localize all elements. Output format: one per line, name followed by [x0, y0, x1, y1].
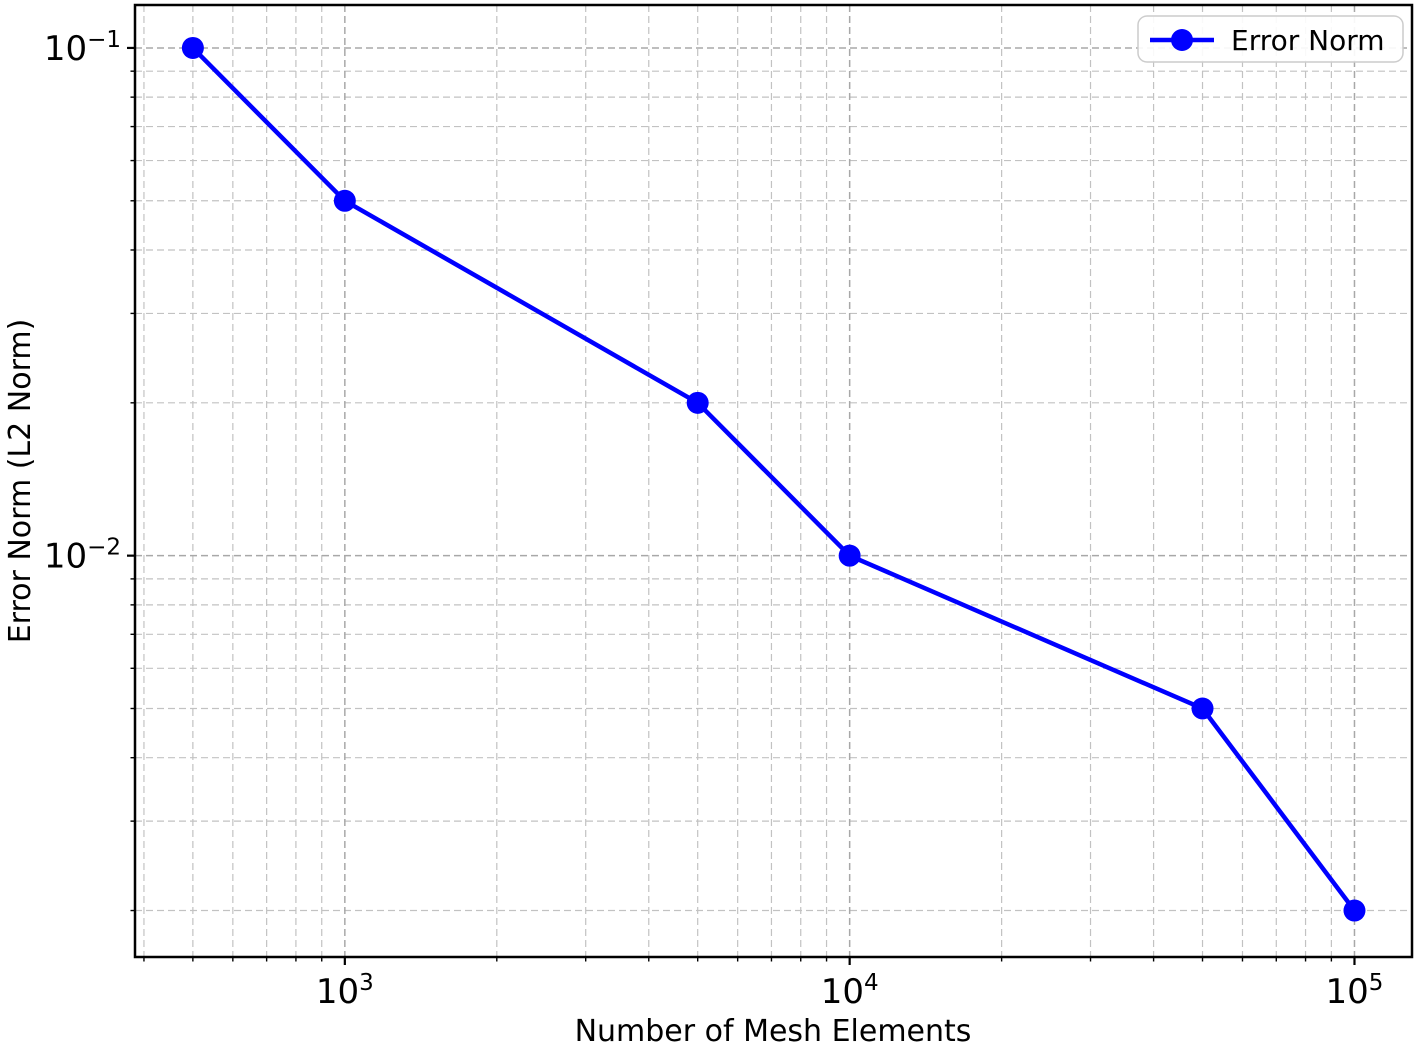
data-point: [686, 391, 709, 414]
data-line: [190, 45, 1357, 913]
data-point: [1191, 697, 1214, 720]
grid-minor: [135, 5, 1412, 957]
plot-frame: [133, 3, 1414, 959]
data-point: [333, 189, 356, 212]
legend: Error Norm: [1137, 15, 1404, 63]
x-axis-label: Number of Mesh Elements: [575, 1014, 972, 1049]
legend-label: Error Norm: [1231, 24, 1385, 57]
legend-marker-icon: [1171, 29, 1193, 51]
x-tick-label: 105: [1326, 970, 1384, 1012]
y-tick-label: 10−1: [44, 27, 121, 69]
legend-box: [1137, 15, 1404, 63]
data-point: [838, 544, 861, 567]
y-tick-labels: 10−1 10−2: [44, 27, 121, 577]
grid-major: [135, 5, 1412, 957]
series-error-norm: [181, 36, 1366, 922]
y-axis-label: Error Norm (L2 Norm): [3, 319, 38, 644]
data-point: [1343, 899, 1366, 922]
axis-ticks: [127, 46, 1356, 965]
x-tick-labels: 103 104 105: [316, 970, 1384, 1012]
y-tick-label: 10−2: [44, 535, 121, 577]
x-tick-label: 104: [821, 970, 879, 1012]
x-tick-label: 103: [316, 970, 374, 1012]
data-point: [181, 36, 204, 59]
